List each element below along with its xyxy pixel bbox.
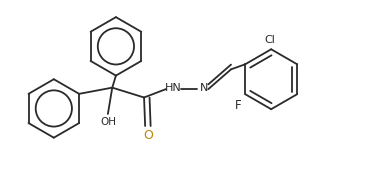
Text: F: F	[235, 99, 242, 112]
Text: OH: OH	[100, 117, 116, 127]
Text: HN: HN	[165, 83, 182, 93]
Text: O: O	[143, 129, 153, 142]
Text: Cl: Cl	[264, 35, 275, 45]
Text: N: N	[199, 83, 208, 93]
